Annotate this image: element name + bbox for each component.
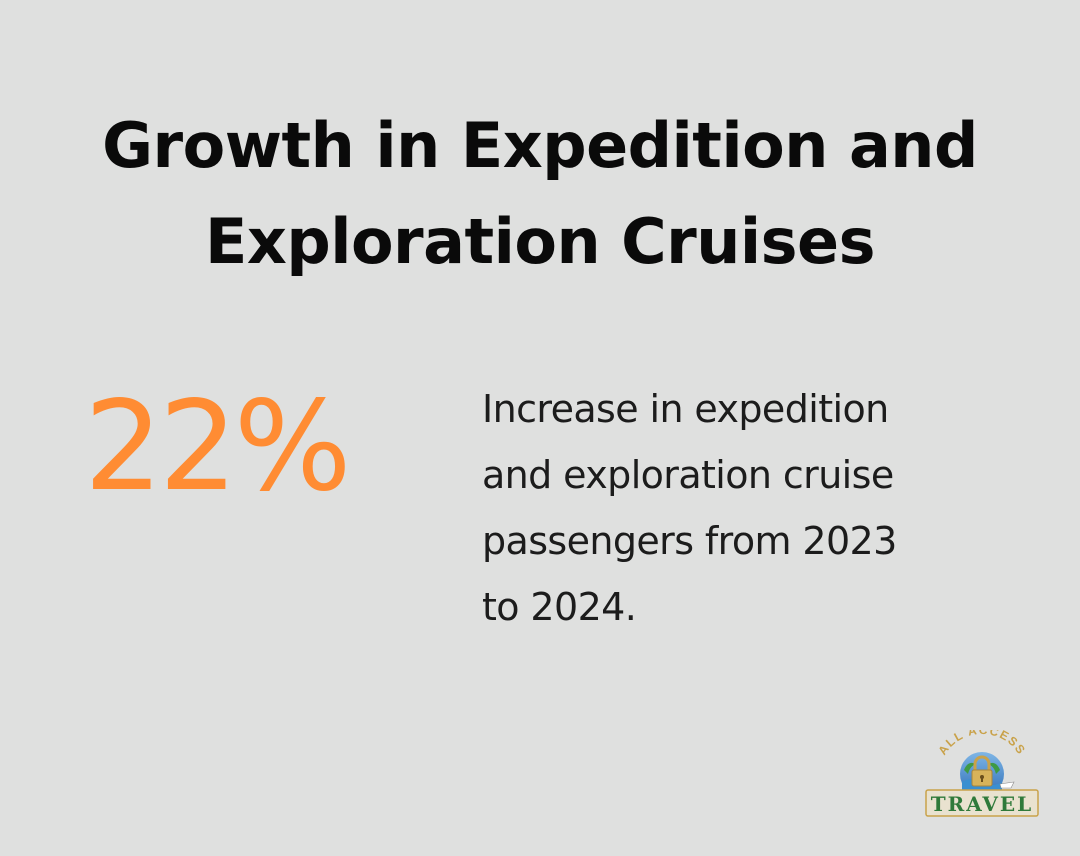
stat-description: Increase in expedition and exploration c…: [482, 376, 1002, 640]
stat-description-line-1: Increase in expedition: [482, 387, 889, 431]
stat-description-line-2: and exploration cruise: [482, 453, 894, 497]
all-access-travel-logo: ALL ACCESS TRAVEL: [922, 723, 1042, 820]
stat-value: 22%: [84, 375, 352, 519]
stat-description-line-3: passengers from 2023: [482, 519, 897, 563]
stat-description-line-4: to 2024.: [482, 585, 637, 629]
logo-wordmark: TRAVEL: [931, 792, 1033, 816]
title-line-1: Growth in Expedition and: [102, 109, 978, 182]
title-line-2: Exploration Cruises: [204, 205, 876, 278]
logo-icon: ALL ACCESS TRAVEL: [925, 723, 1039, 817]
page-title: Growth in Expedition and Exploration Cru…: [40, 98, 1040, 290]
